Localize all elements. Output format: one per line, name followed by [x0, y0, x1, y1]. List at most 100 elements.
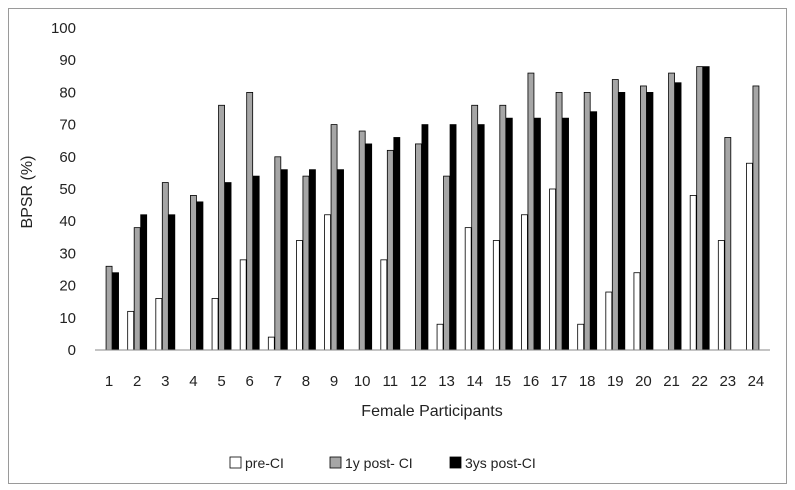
legend-swatch [329, 456, 342, 469]
bar-3ys-post-ci-22 [702, 66, 710, 351]
bar-3ys-post-ci-17 [562, 117, 569, 351]
bar-1y-post-ci-5 [218, 104, 225, 351]
bar-1y-post-ci-1 [105, 265, 113, 351]
bar-1y-post-ci-20 [640, 85, 647, 351]
bar-1y-post-ci-14 [471, 104, 479, 351]
bar-1y-post-ci-18 [583, 92, 591, 351]
x-tick-label: 9 [330, 373, 338, 390]
x-tick-label: 10 [354, 373, 371, 390]
x-tick-label: 16 [523, 373, 540, 390]
bar-pre-ci-16 [521, 214, 528, 351]
bar-3ys-post-ci-21 [674, 82, 682, 351]
bar-pre-ci-13 [436, 323, 444, 351]
bar-1y-post-ci-16 [527, 72, 535, 351]
bar-pre-ci-24 [746, 162, 753, 351]
y-tick-label: 40 [59, 213, 76, 230]
x-axis-label: Female Participants [361, 403, 502, 420]
bar-pre-ci-7 [267, 336, 275, 351]
bar-1y-post-ci-13 [443, 175, 450, 351]
y-tick-label: 70 [59, 117, 76, 134]
bar-1y-post-ci-10 [358, 130, 366, 351]
bar-3ys-post-ci-13 [449, 124, 457, 351]
bar-3ys-post-ci-2 [140, 214, 148, 351]
x-tick-label: 7 [274, 373, 282, 390]
bar-3ys-post-ci-19 [618, 92, 626, 351]
x-tick-label: 4 [189, 373, 197, 390]
bar-1y-post-ci-21 [668, 72, 675, 351]
legend-swatch [229, 456, 242, 469]
legend-label: pre-CI [245, 455, 284, 471]
bars [105, 66, 760, 351]
bar-pre-ci-9 [324, 214, 331, 351]
bar-3ys-post-ci-20 [646, 92, 654, 351]
y-tick-label: 0 [68, 342, 76, 359]
y-tick-label: 100 [51, 20, 76, 37]
legend-label: 1y post- CI [345, 455, 413, 471]
y-tick-label: 90 [59, 52, 76, 69]
y-tick-label: 60 [59, 149, 76, 166]
bar-1y-post-ci-15 [499, 104, 507, 351]
bar-pre-ci-14 [464, 227, 472, 351]
legend-label: 3ys post-CI [465, 455, 536, 471]
bar-3ys-post-ci-15 [505, 117, 513, 351]
y-axis-label: BPSR (%) [19, 156, 36, 229]
x-tick-label: 8 [302, 373, 310, 390]
bar-1y-post-ci-4 [190, 195, 197, 351]
bar-3ys-post-ci-8 [309, 169, 316, 351]
bar-1y-post-ci-9 [330, 124, 338, 351]
bar-1y-post-ci-22 [696, 66, 704, 351]
bar-pre-ci-6 [239, 259, 247, 351]
y-tick-label: 80 [59, 84, 76, 101]
x-tick-label: 3 [161, 373, 169, 390]
bar-3ys-post-ci-18 [590, 111, 598, 351]
bar-1y-post-ci-17 [555, 92, 563, 351]
bar-1y-post-ci-7 [274, 156, 282, 351]
bar-3ys-post-ci-16 [534, 117, 541, 351]
x-tick-label: 21 [663, 373, 680, 390]
x-tick-label: 23 [719, 373, 736, 390]
bar-3ys-post-ci-12 [421, 124, 429, 351]
bar-pre-ci-2 [127, 310, 135, 351]
bar-pre-ci-22 [689, 195, 697, 351]
bar-1y-post-ci-2 [133, 227, 141, 351]
bar-3ys-post-ci-3 [168, 214, 176, 351]
y-tick-label: 10 [59, 310, 76, 327]
legend: pre-CI 1y post- CI 3ys post-CI [229, 455, 536, 471]
bar-1y-post-ci-6 [246, 92, 254, 351]
y-tick-label: 50 [59, 181, 76, 198]
bar-pre-ci-15 [492, 240, 500, 351]
x-tick-label: 13 [438, 373, 455, 390]
x-tick-label: 1 [105, 373, 113, 390]
bar-3ys-post-ci-7 [280, 169, 288, 351]
bar-1y-post-ci-3 [161, 182, 169, 351]
bar-1y-post-ci-12 [415, 143, 422, 351]
y-tick-label: 30 [59, 245, 76, 262]
x-tick-label: 11 [383, 373, 399, 390]
bar-1y-post-ci-19 [611, 79, 619, 351]
bar-3ys-post-ci-10 [365, 143, 373, 351]
x-tick-label: 19 [607, 373, 624, 390]
bar-pre-ci-5 [211, 298, 219, 351]
bar-1y-post-ci-23 [724, 137, 732, 351]
y-tick-labels: 0 10 20 30 40 50 60 70 80 90 100 [51, 20, 76, 359]
x-tick-labels: 1 2 3 4 5 6 7 8 9 10 11 12 13 14 15 16 17 18 19 20 21 22 23 24 [105, 373, 764, 390]
bar-pre-ci-8 [296, 240, 303, 351]
bar-1y-post-ci-11 [386, 149, 394, 351]
bar-1y-post-ci-8 [302, 175, 310, 351]
x-tick-label: 20 [635, 373, 652, 390]
bar-3ys-post-ci-9 [337, 169, 344, 351]
x-tick-label: 24 [748, 373, 765, 390]
x-tick-label: 6 [246, 373, 254, 390]
bar-3ys-post-ci-11 [393, 137, 401, 351]
x-tick-label: 12 [410, 373, 427, 390]
bar-pre-ci-20 [633, 272, 641, 351]
bar-3ys-post-ci-14 [477, 124, 485, 351]
x-tick-label: 14 [466, 373, 483, 390]
bar-pre-ci-11 [380, 259, 388, 351]
x-tick-label: 15 [494, 373, 511, 390]
bar-pre-ci-23 [717, 240, 725, 351]
x-tick-label: 17 [551, 373, 568, 390]
x-tick-label: 18 [579, 373, 596, 390]
legend-swatch [449, 456, 462, 469]
